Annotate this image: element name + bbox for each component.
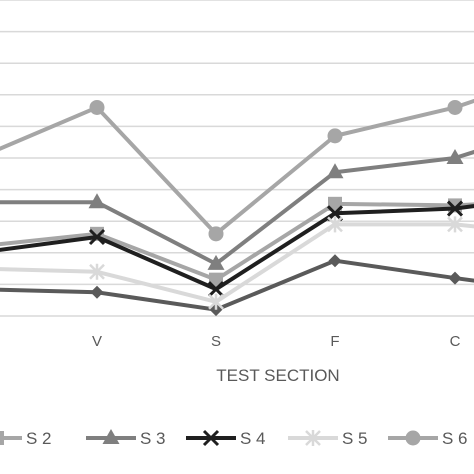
legend-entry: S 4 <box>186 429 266 448</box>
data-point <box>447 216 463 233</box>
series-6 <box>0 98 474 242</box>
series-5 <box>0 216 474 310</box>
legend: S 2 S 3 S 4 S 5 S 6 <box>0 429 468 448</box>
series-1 <box>0 254 474 317</box>
data-point <box>446 149 464 164</box>
data-point <box>327 128 343 144</box>
series-2 <box>0 196 474 287</box>
gridlines <box>0 0 474 317</box>
data-point <box>209 272 223 287</box>
series-line <box>0 149 474 266</box>
series-line <box>0 204 474 292</box>
data-point <box>446 200 464 217</box>
legend-marker <box>305 430 321 446</box>
legend-label: S 6 <box>442 429 468 448</box>
data-point <box>448 271 462 285</box>
series-line <box>0 201 474 282</box>
series-line <box>0 222 474 304</box>
legend-marker <box>202 429 220 447</box>
data-point <box>90 285 104 299</box>
data-point <box>89 99 105 115</box>
legend-label: S 2 <box>26 429 52 448</box>
data-point <box>208 226 224 242</box>
x-tick-label: F <box>330 333 339 350</box>
data-point <box>88 228 106 246</box>
legend-label: S 4 <box>240 429 266 448</box>
legend-marker <box>102 429 120 444</box>
series-4 <box>0 200 474 298</box>
legend-entry: S 2 <box>0 429 52 448</box>
legend-entry: S 6 <box>388 429 468 448</box>
legend-label: S 3 <box>140 429 166 448</box>
data-point <box>207 254 225 270</box>
series-line <box>0 98 474 236</box>
x-tick-label: C <box>450 333 461 350</box>
x-tick-label: S <box>211 333 221 350</box>
series-layer <box>0 98 474 317</box>
legend-entry: S 5 <box>288 429 368 448</box>
data-point <box>328 196 342 211</box>
x-tick-label: V <box>92 333 102 350</box>
series-3 <box>0 149 474 270</box>
data-point <box>88 193 106 209</box>
data-point <box>447 99 463 115</box>
data-point <box>326 163 344 179</box>
data-point <box>208 293 224 310</box>
legend-marker <box>0 431 4 445</box>
data-point <box>328 254 342 268</box>
x-axis-title: TEST SECTION <box>216 366 339 385</box>
data-point <box>89 263 105 280</box>
legend-marker <box>405 430 421 446</box>
data-point <box>207 281 225 298</box>
legend-label: S 5 <box>342 429 368 448</box>
series-line <box>0 258 474 312</box>
legend-entry: S 3 <box>86 429 166 448</box>
data-point <box>327 216 343 233</box>
